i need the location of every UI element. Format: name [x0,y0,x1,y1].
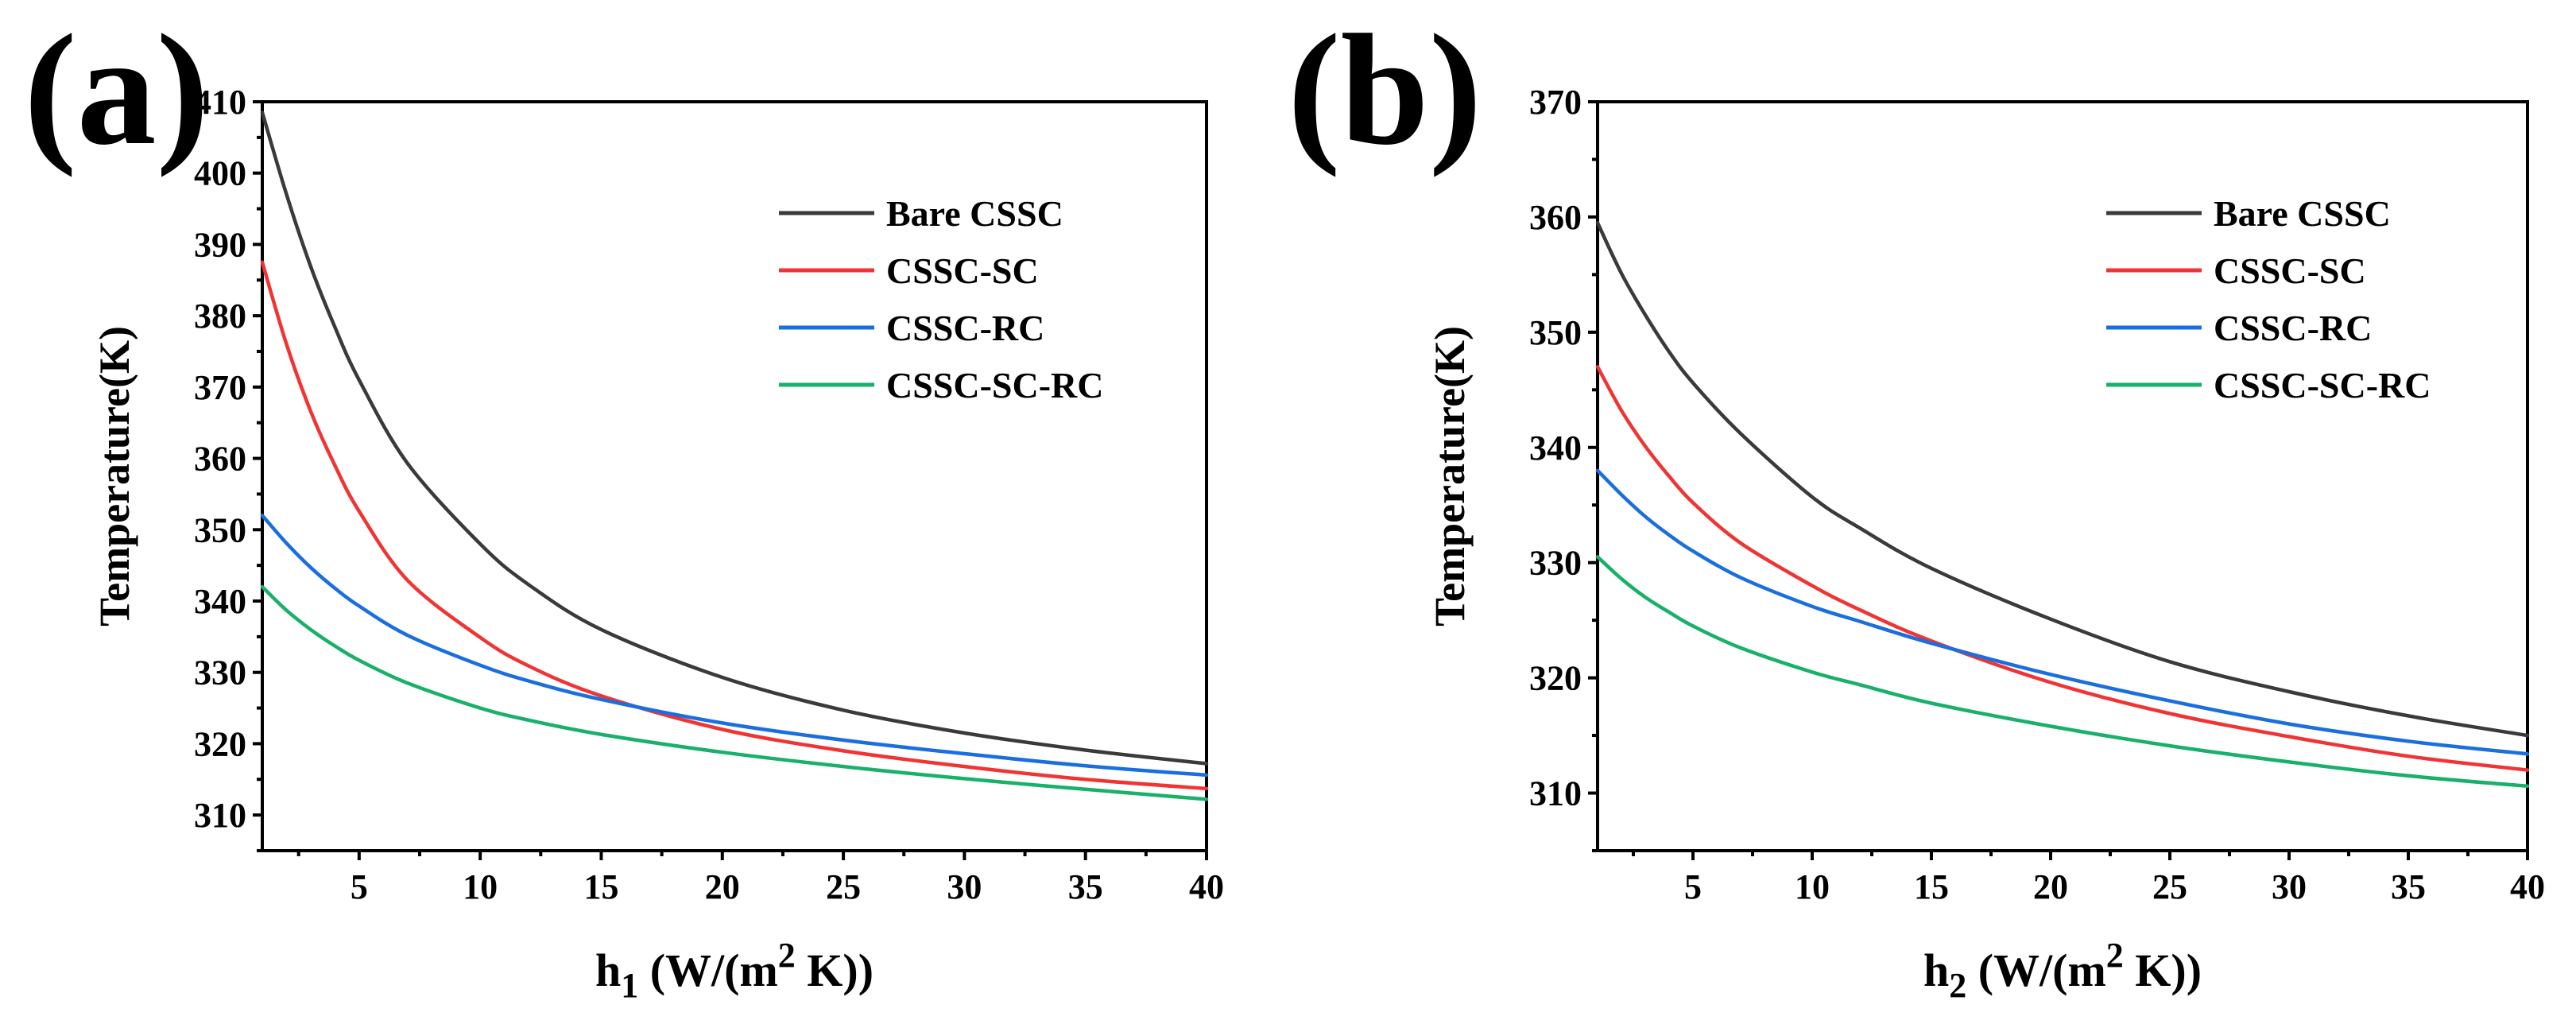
y-axis-label: Temperature(K) [91,326,138,626]
y-tick-label: 370 [1529,83,1582,122]
series-line-cssc-rc [1595,468,2530,756]
axes-frame [261,100,1208,852]
series-line-cssc-sc [1595,365,2530,772]
x-tick-label: 10 [1795,867,1830,906]
y-tick-label: 310 [194,796,246,835]
chart-panel-2: (b) 310 320 330 340 350 360 370 5 10 15 20 25 30 35 40 T… [1288,2,2545,1005]
x-tick-label: 5 [351,867,368,906]
y-tick-label: 390 [194,225,246,264]
x-tick-label: 10 [463,867,498,906]
x-tick-label: 40 [1189,867,1224,906]
x-tick-label: 20 [705,867,740,906]
y-tick-label: 330 [1529,544,1582,583]
y-tick-label: 330 [194,654,246,692]
x-tick-label: 25 [2152,867,2187,906]
legend-label: CSSC-SC [886,250,1039,291]
series-line-cssc-rc [260,514,1209,778]
x-tick-label: 20 [2033,867,2068,906]
y-tick-label: 350 [194,510,246,549]
series-line-bare-cssc [1595,220,2530,738]
y-tick-label: 400 [194,154,246,193]
legend-label: Bare CSSC [886,193,1063,234]
legend: Bare CSSC CSSC-SC CSSC-RC CSSC-SC-RC [2106,193,2431,405]
y-tick-label: 350 [1529,313,1582,352]
y-tick-label: 310 [1529,774,1582,813]
chart-panel-1: (a) 310 320 330 340 350 360 370 380 390 400 410 5 10 1… [24,2,1224,1005]
y-tick-label: 370 [194,368,246,407]
x-tick-label: 15 [583,867,618,906]
y-axis-label: Temperature(K) [1426,326,1474,626]
panel-label: (b) [1288,2,1482,178]
x-axis-label: h1 (W/(m2 K)) [595,936,874,1005]
x-tick-label: 35 [1068,867,1103,906]
x-tick-label: 30 [947,867,982,906]
y-tick-label: 320 [194,724,246,763]
x-tick-label: 40 [2510,867,2545,906]
x-tick-label: 25 [826,867,861,906]
y-tick-label: 360 [194,440,246,479]
legend-label: CSSC-SC-RC [2214,365,2431,405]
legend-label: Bare CSSC [2214,193,2391,234]
legend: Bare CSSC CSSC-SC CSSC-RC CSSC-SC-RC [779,193,1103,405]
x-tick-label: 5 [1684,867,1702,906]
series-line-cssc-sc-rc [1595,555,2530,789]
x-tick-label: 30 [2272,867,2307,906]
legend-label: CSSC-RC [2214,308,2372,348]
y-tick-label: 340 [194,582,246,621]
y-tick-label: 320 [1529,659,1582,698]
x-tick-label: 15 [1914,867,1949,906]
axes-frame [1596,100,2529,852]
legend-label: CSSC-RC [886,308,1044,348]
y-tick-label: 410 [194,83,246,122]
series-line-cssc-sc-rc [260,584,1209,801]
legend-label: CSSC-SC-RC [886,365,1103,405]
y-tick-label: 340 [1529,429,1582,467]
panel-label: (a) [24,2,209,178]
x-axis-label: h2 (W/(m2 K)) [1923,936,2202,1005]
series-line-cssc-sc [260,260,1209,791]
y-tick-label: 360 [1529,198,1582,237]
legend-label: CSSC-SC [2214,250,2366,291]
x-tick-label: 35 [2391,867,2426,906]
y-tick-label: 380 [194,297,246,336]
series-line-bare-cssc [260,111,1209,766]
